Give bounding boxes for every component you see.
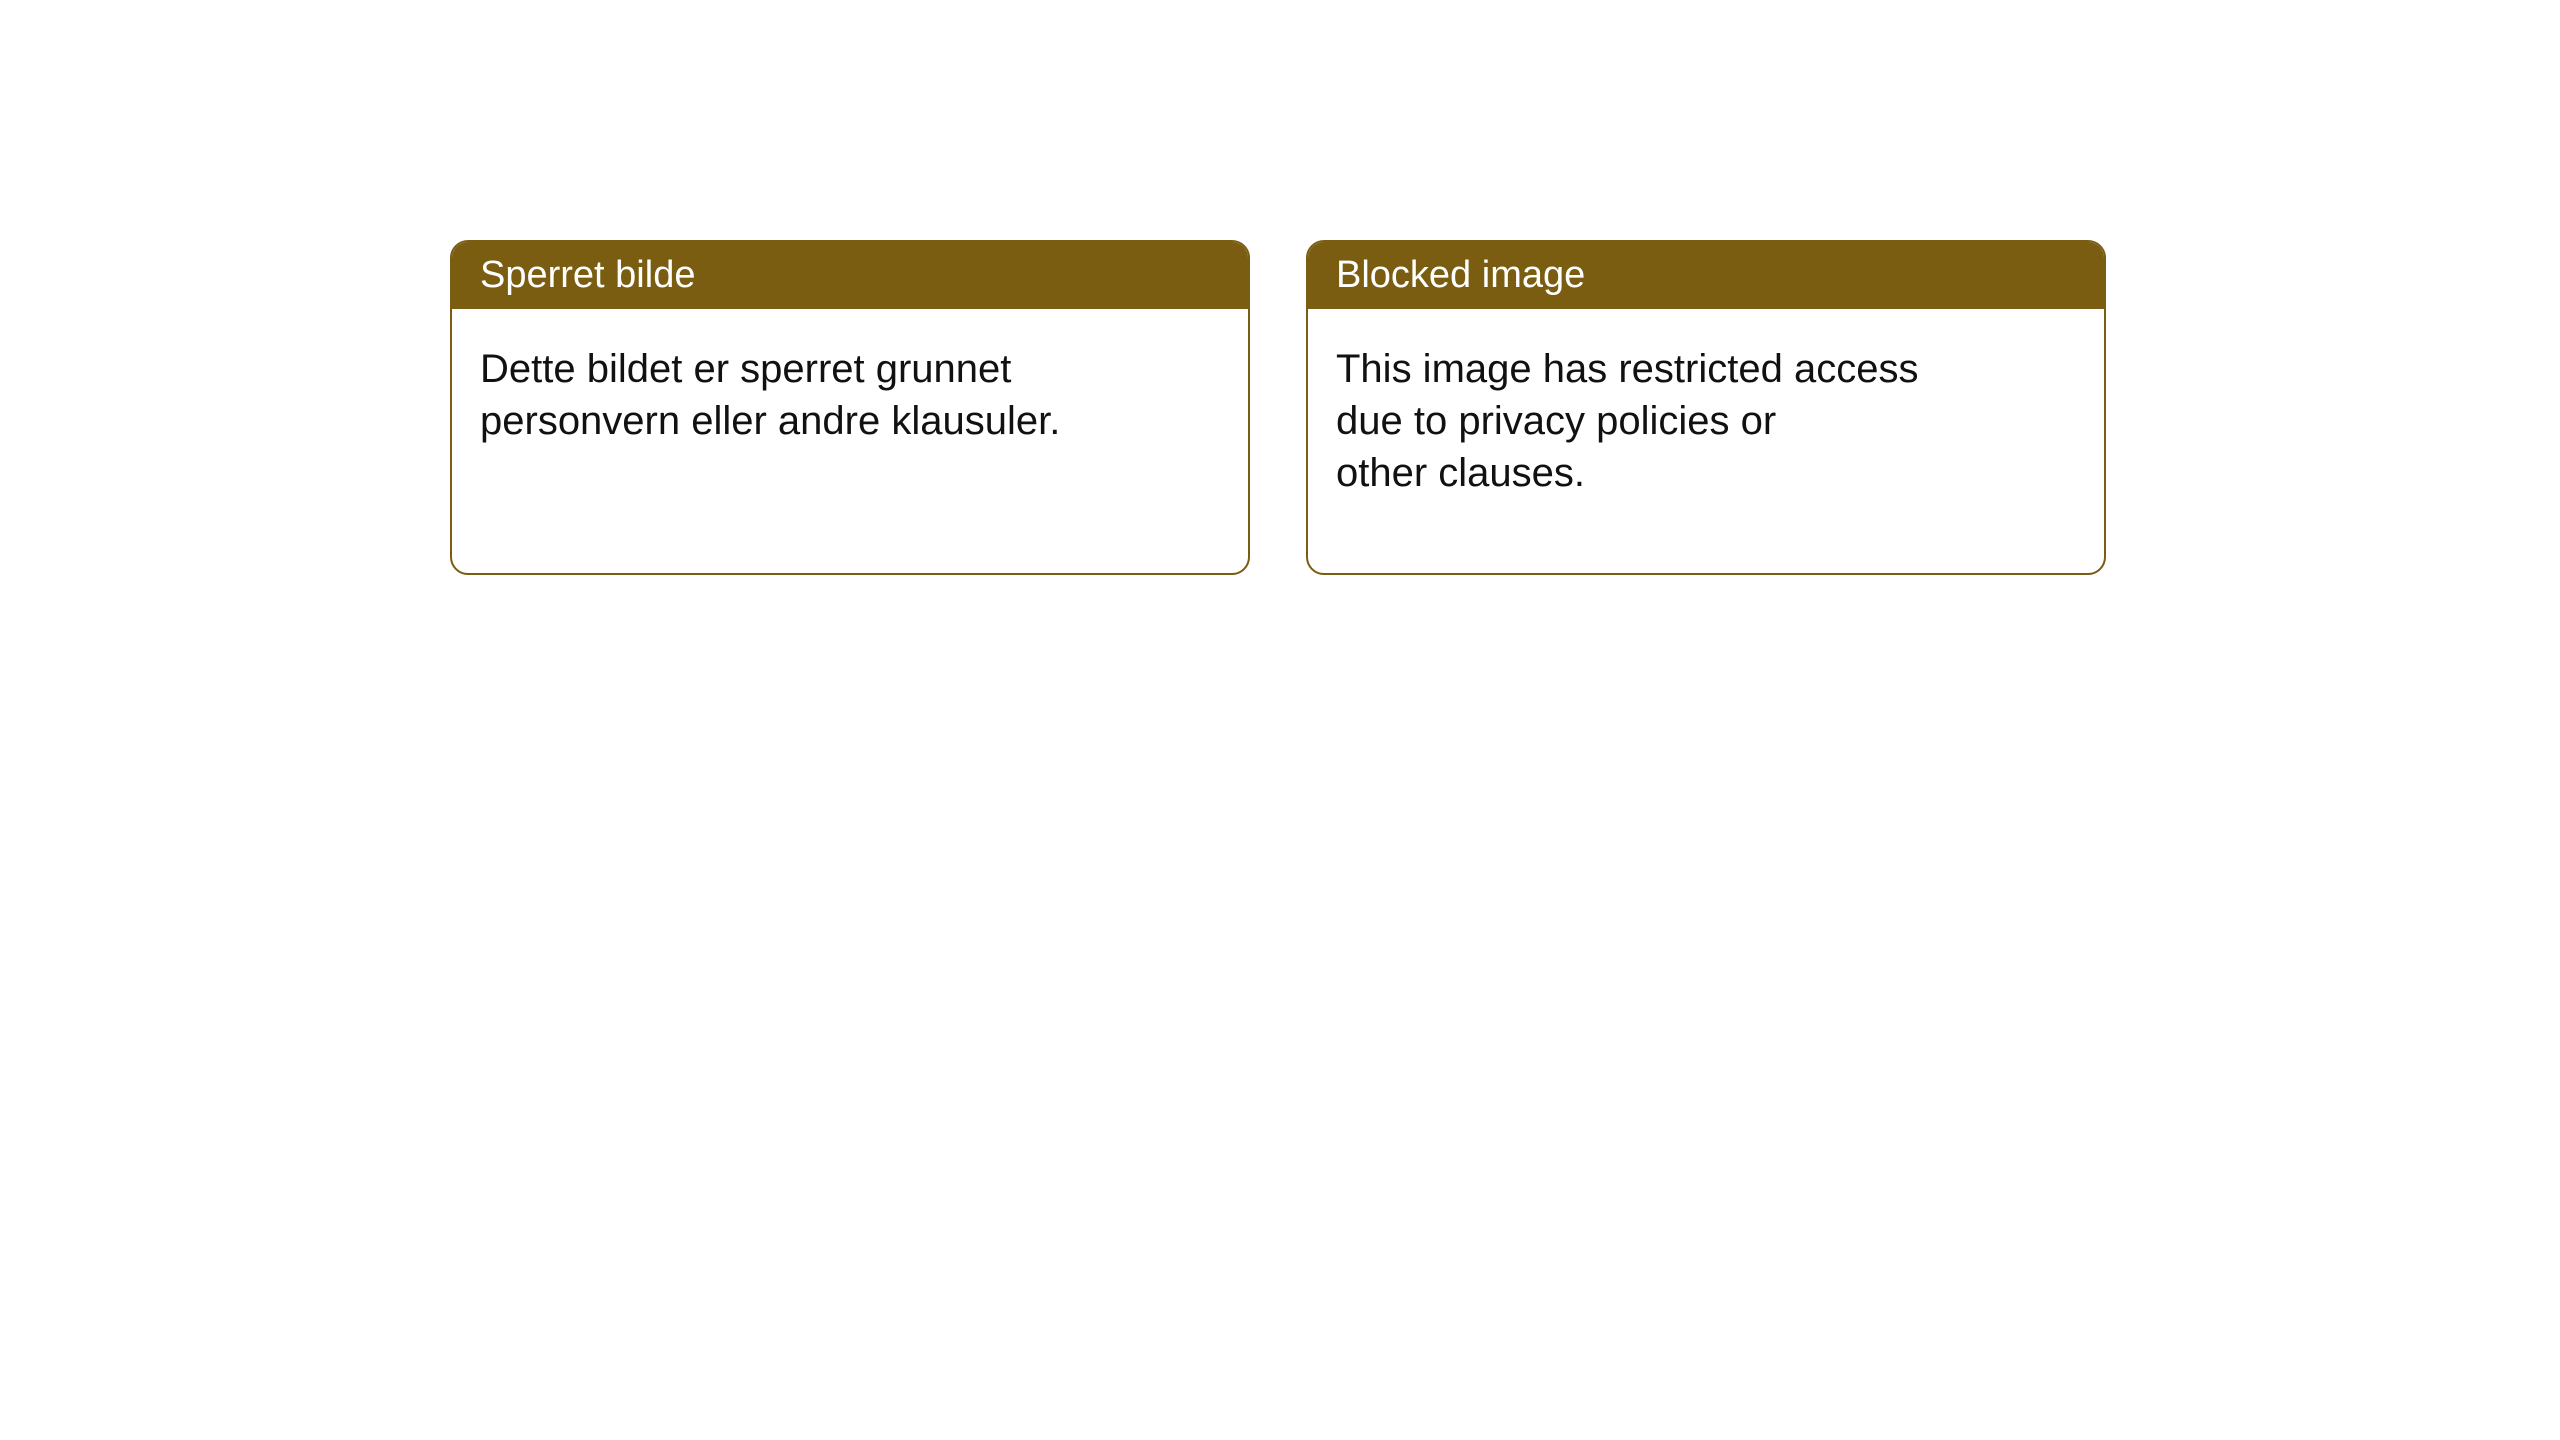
notice-header-norwegian: Sperret bilde xyxy=(452,242,1248,309)
notice-card-english: Blocked image This image has restricted … xyxy=(1306,240,2106,575)
notice-container: Sperret bilde Dette bildet er sperret gr… xyxy=(450,240,2106,575)
notice-body-norwegian: Dette bildet er sperret grunnet personve… xyxy=(452,309,1132,481)
notice-card-norwegian: Sperret bilde Dette bildet er sperret gr… xyxy=(450,240,1250,575)
notice-header-english: Blocked image xyxy=(1308,242,2104,309)
notice-body-english: This image has restricted access due to … xyxy=(1308,309,1988,533)
